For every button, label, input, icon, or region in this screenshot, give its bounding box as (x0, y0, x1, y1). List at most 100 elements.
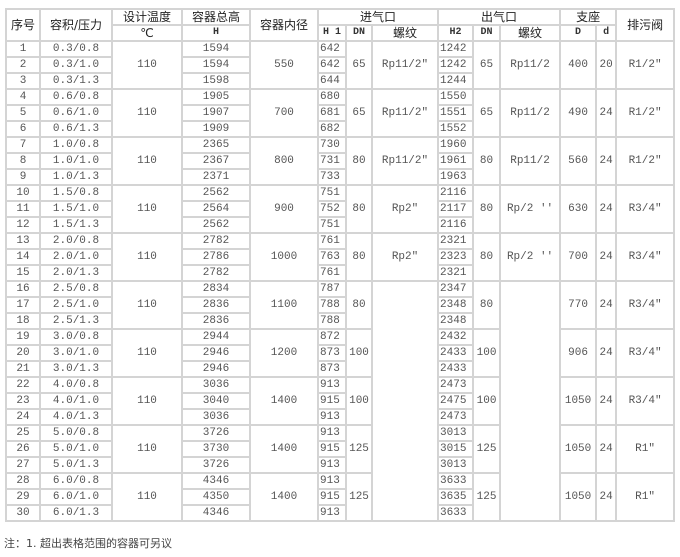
total-height: 2836 (181, 296, 251, 314)
header-height-unit: H (181, 24, 251, 42)
footnote: 注：1. 超出表格范围的容器可另议 (4, 537, 172, 550)
vol-pressure: 4.0/1.0 (39, 392, 113, 410)
outlet-h2: 2321 (437, 264, 475, 282)
design-temp: 110 (111, 184, 183, 234)
vol-pressure: 4.0/0.8 (39, 376, 113, 394)
support-D: 1050 (559, 376, 598, 426)
table-row: 28 6.0/0.8 110 4346 1400 913 125 3633 125 1050 24 R… (5, 472, 676, 522)
inner-diameter: 1400 (249, 376, 319, 426)
header-support: 支座 (559, 8, 618, 26)
total-height: 1907 (181, 104, 251, 122)
drain-valve: R3/4″ (615, 328, 676, 378)
inlet-dn: 100 (345, 328, 373, 378)
inlet-h1: 681 (317, 104, 347, 122)
support-D: 906 (559, 328, 598, 378)
outlet-h2: 2433 (437, 360, 475, 378)
vol-pressure: 3.0/1.3 (39, 360, 113, 378)
total-height: 2834 (181, 280, 251, 298)
outlet-dn: 125 (472, 424, 502, 474)
row-no: 9 (5, 168, 41, 186)
design-temp: 110 (111, 232, 183, 282)
drain-valve: R3/4″ (615, 232, 676, 282)
support-d: 24 (595, 424, 618, 474)
inner-diameter: 800 (249, 136, 319, 186)
inlet-dn: 100 (345, 376, 373, 426)
inlet-thread-blank (370, 280, 440, 522)
support-d: 24 (595, 472, 618, 522)
header-support-D: D (559, 24, 598, 42)
header-inlet-thread: 螺纹 (370, 24, 440, 42)
table-row: 24 4.0/1.3 3036 913 2473 (5, 408, 674, 426)
table-row: 12 1.5/1.3 2562 751 2116 (5, 216, 674, 234)
total-height: 2946 (181, 344, 251, 362)
inlet-h1: 751 (317, 216, 347, 234)
total-height: 4350 (181, 488, 251, 506)
support-D: 700 (559, 232, 598, 282)
inlet-h1: 763 (317, 248, 347, 266)
total-height: 1594 (181, 56, 251, 74)
outlet-thread: Rp11/2 (499, 136, 562, 186)
header-total-height: 容器总高 (181, 8, 251, 26)
inner-diameter: 1200 (249, 328, 319, 378)
outlet-h2: 2473 (437, 376, 475, 394)
header-support-d: d (595, 24, 618, 42)
table-row: 6 0.6/1.3 1909 682 1552 (5, 120, 674, 138)
inlet-h1: 787 (317, 280, 347, 298)
vol-pressure: 2.0/0.8 (39, 232, 113, 250)
outlet-dn: 65 (472, 88, 502, 138)
inlet-dn: 125 (345, 472, 373, 522)
row-no: 25 (5, 424, 41, 442)
inlet-thread: Rp2″ (370, 232, 440, 282)
row-no: 11 (5, 200, 41, 218)
row-no: 16 (5, 280, 41, 298)
design-temp: 110 (111, 136, 183, 186)
total-height: 2782 (181, 232, 251, 250)
inlet-h1: 913 (317, 504, 347, 522)
drain-valve: R1/2″ (615, 88, 676, 138)
outlet-h2: 2348 (437, 312, 475, 330)
vol-pressure: 5.0/1.0 (39, 440, 113, 458)
header-drain: 排污阀 (615, 8, 676, 42)
outlet-dn: 80 (472, 232, 502, 282)
inlet-thread: Rp11/2″ (370, 136, 440, 186)
vol-pressure: 2.5/1.3 (39, 312, 113, 330)
vol-pressure: 1.0/0.8 (39, 136, 113, 154)
row-no: 28 (5, 472, 41, 490)
support-D: 770 (559, 280, 598, 330)
vol-pressure: 1.0/1.3 (39, 168, 113, 186)
vol-pressure: 5.0/0.8 (39, 424, 113, 442)
header-inner-diameter: 容器内径 (249, 8, 319, 42)
row-no: 27 (5, 456, 41, 474)
vol-pressure: 1.5/0.8 (39, 184, 113, 202)
inlet-h1: 751 (317, 184, 347, 202)
vol-pressure: 0.6/1.3 (39, 120, 113, 138)
total-height: 4346 (181, 472, 251, 490)
vol-pressure: 1.5/1.3 (39, 216, 113, 234)
total-height: 1909 (181, 120, 251, 138)
support-D: 400 (559, 40, 598, 90)
inlet-dn: 80 (345, 136, 373, 186)
outlet-h2: 1961 (437, 152, 475, 170)
row-no: 17 (5, 296, 41, 314)
support-d: 24 (595, 232, 618, 282)
table-row: 15 2.0/1.3 2782 761 2321 (5, 264, 674, 282)
inner-diameter: 1000 (249, 232, 319, 282)
header-no: 序号 (5, 8, 41, 42)
support-D: 1050 (559, 472, 598, 522)
row-no: 10 (5, 184, 41, 202)
design-temp: 110 (111, 328, 183, 378)
table-row: 7 1.0/0.8 110 2365 800 730 80 Rp11/2″ 1960 80 Rp11… (5, 136, 676, 186)
inlet-thread: Rp2″ (370, 184, 440, 234)
inlet-h1: 682 (317, 120, 347, 138)
total-height: 2371 (181, 168, 251, 186)
table-row: 19 3.0/0.8 110 2944 1200 872 100 2432 100 906 24 R3… (5, 328, 676, 378)
outlet-thread-blank (499, 280, 562, 522)
support-D: 630 (559, 184, 598, 234)
table-row: 11 1.5/1.0 2564 752 2117 (5, 200, 674, 218)
support-d: 24 (595, 280, 618, 330)
vol-pressure: 0.3/1.0 (39, 56, 113, 74)
table-row: 30 6.0/1.3 4346 913 3633 (5, 504, 674, 522)
outlet-h2: 2321 (437, 232, 475, 250)
vol-pressure: 0.3/1.3 (39, 72, 113, 90)
inlet-h1: 642 (317, 56, 347, 74)
